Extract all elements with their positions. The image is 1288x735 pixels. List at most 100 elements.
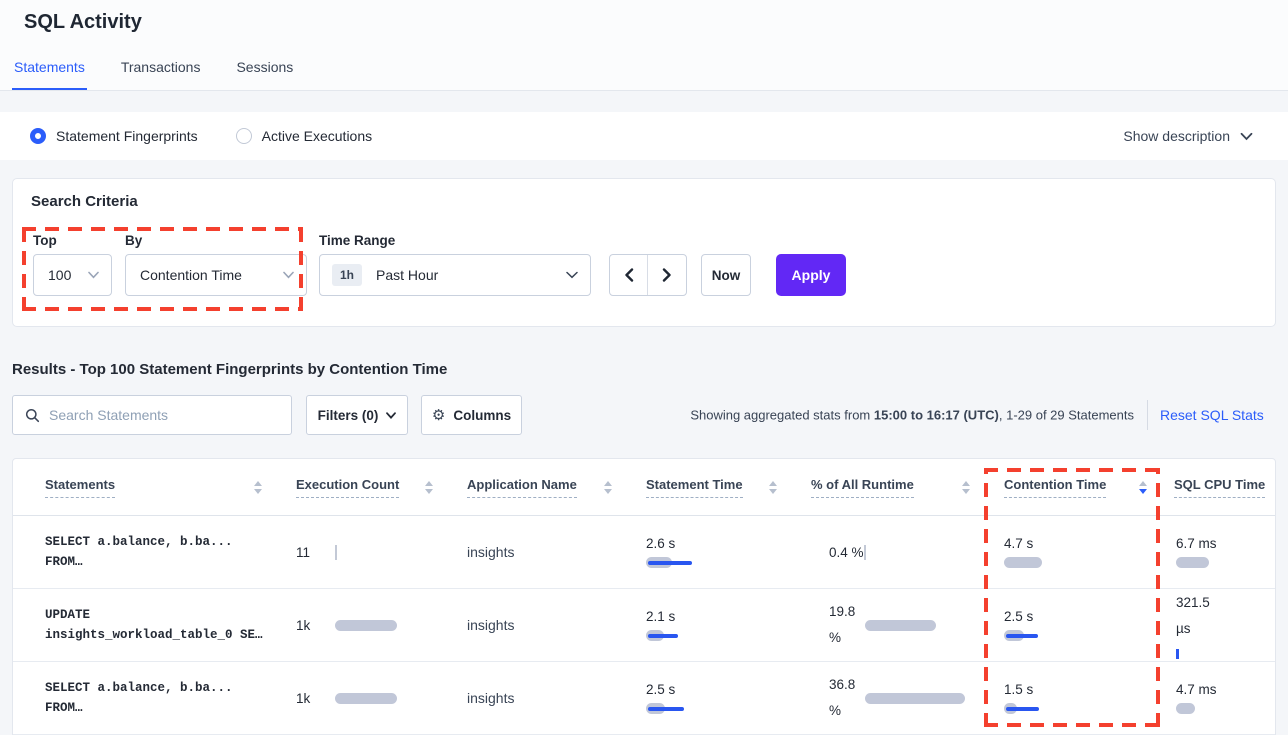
- statement-time-bar: [646, 557, 692, 569]
- sort-icon: [604, 480, 612, 494]
- results-heading: Results - Top 100 Statement Fingerprints…: [12, 361, 448, 378]
- view-toggle-bar: Statement Fingerprints Active Executions…: [0, 112, 1288, 160]
- execution-count-bar: [335, 692, 397, 704]
- radio-label: Statement Fingerprints: [56, 128, 198, 144]
- application-name-cell: insights: [467, 617, 515, 633]
- contention-time-bar: [1004, 557, 1042, 569]
- by-select-value: Contention Time: [140, 267, 242, 283]
- pct-runtime-bar: [863, 544, 866, 560]
- chevron-down-icon: [1240, 132, 1253, 141]
- sql-cpu-time-bar: [1176, 557, 1209, 569]
- time-range-badge: 1h: [332, 264, 363, 286]
- show-description-label: Show description: [1123, 128, 1230, 144]
- execution-count-cell: 11: [276, 516, 447, 588]
- column-header-contention-time[interactable]: Contention Time: [984, 459, 1161, 515]
- contention-time-bar: [1004, 703, 1039, 715]
- radio-active-executions[interactable]: Active Executions: [235, 128, 373, 144]
- columns-label: Columns: [453, 407, 512, 423]
- column-header-execution-count[interactable]: Execution Count: [276, 459, 447, 515]
- sort-icon: [254, 480, 262, 494]
- pct-runtime-cell: 36.8 %: [791, 662, 984, 734]
- columns-button[interactable]: ⚙ Columns: [421, 395, 522, 435]
- time-range-label: Time Range: [319, 233, 396, 248]
- radio-label: Active Executions: [261, 128, 373, 144]
- statement-link[interactable]: UPDATE insights_workload_table_0 SE…: [45, 608, 263, 642]
- filters-button[interactable]: Filters (0): [306, 395, 408, 435]
- now-button[interactable]: Now: [701, 254, 751, 296]
- sort-icon: [1139, 480, 1147, 494]
- sql-cpu-time-cell: 4.7 ms: [1161, 662, 1275, 734]
- contention-time-bar: [1004, 630, 1038, 642]
- by-select[interactable]: Contention Time: [125, 254, 307, 296]
- stats-time-range: 15:00 to 16:17 (UTC): [873, 407, 999, 423]
- time-range-value: Past Hour: [376, 267, 439, 283]
- time-nav-group: [609, 254, 687, 296]
- radio-selected-icon: [30, 128, 46, 144]
- time-range-select[interactable]: 1h Past Hour: [319, 254, 591, 296]
- column-header-pct-runtime[interactable]: % of All Runtime: [791, 459, 984, 515]
- top-label: Top: [33, 233, 57, 248]
- search-criteria-heading: Search Criteria: [31, 193, 138, 210]
- radio-unselected-icon: [235, 128, 252, 144]
- tab-sessions[interactable]: Sessions: [236, 59, 294, 75]
- time-prev-button[interactable]: [610, 255, 648, 295]
- contention-time-cell: 1.5 s: [984, 662, 1161, 734]
- toolbar-divider: [1147, 400, 1148, 430]
- column-header-statement-time[interactable]: Statement Time: [626, 459, 791, 515]
- column-header-sql-cpu-time[interactable]: SQL CPU Time: [1161, 459, 1275, 515]
- search-icon: [25, 408, 40, 423]
- sql-cpu-time-bar: [1176, 648, 1179, 660]
- search-statements-input[interactable]: [49, 407, 269, 423]
- sort-icon: [769, 480, 777, 494]
- column-header-application-name[interactable]: Application Name: [447, 459, 626, 515]
- execution-count-bar: [335, 619, 397, 631]
- execution-count-cell: 1k: [276, 662, 447, 734]
- column-header-statements[interactable]: Statements: [13, 459, 276, 515]
- sql-cpu-time-cell: 6.7 ms: [1161, 516, 1275, 588]
- tab-statements[interactable]: Statements: [12, 59, 87, 90]
- pct-runtime-cell: 0.4 %: [829, 544, 866, 560]
- pct-runtime-bar: [865, 619, 936, 631]
- statement-time-cell: 2.5 s: [626, 662, 791, 734]
- gear-icon: ⚙: [431, 407, 446, 424]
- page-title: SQL Activity: [24, 11, 142, 33]
- application-name-cell: insights: [467, 690, 515, 706]
- statement-link[interactable]: SELECT a.balance, b.ba... FROM…: [45, 681, 233, 715]
- sort-icon: [962, 480, 970, 494]
- chevron-down-icon: [88, 271, 99, 279]
- table-header-row: Statements Execution Count Application N…: [13, 459, 1275, 516]
- top-select[interactable]: 100: [33, 254, 112, 296]
- time-next-button[interactable]: [648, 255, 686, 295]
- statements-table: Statements Execution Count Application N…: [12, 458, 1276, 735]
- sql-cpu-time-cell: 321.5 µs: [1161, 589, 1275, 661]
- statement-time-cell: 2.1 s: [626, 589, 791, 661]
- chevron-down-icon: [386, 411, 397, 419]
- table-row: SELECT a.balance, b.ba... FROM… 11 insigh…: [13, 516, 1275, 589]
- contention-time-cell: 2.5 s: [984, 589, 1161, 661]
- tab-bar: Statements Transactions Sessions: [12, 59, 295, 90]
- chevron-down-icon: [566, 271, 578, 279]
- application-name-cell: insights: [467, 544, 515, 560]
- pct-runtime-bar: [865, 692, 965, 704]
- results-toolbar: Filters (0) ⚙ Columns Showing aggregated…: [0, 395, 1288, 435]
- table-row: SELECT a.balance, b.ba... FROM… 1k insigh…: [13, 662, 1275, 735]
- apply-button[interactable]: Apply: [776, 254, 846, 296]
- contention-time-cell: 4.7 s: [984, 516, 1161, 588]
- sql-cpu-time-bar: [1176, 703, 1195, 715]
- search-statements-box: [12, 395, 292, 435]
- chevron-down-icon: [283, 271, 294, 279]
- statement-time-cell: 2.6 s: [626, 516, 791, 588]
- aggregated-stats-text: Showing aggregated stats from 15:00 to 1…: [690, 407, 1134, 423]
- reset-sql-stats-link[interactable]: Reset SQL Stats: [1160, 407, 1264, 423]
- top-select-value: 100: [48, 267, 72, 283]
- radio-statement-fingerprints[interactable]: Statement Fingerprints: [30, 128, 198, 144]
- filters-label: Filters (0): [317, 407, 379, 423]
- page-header: SQL Activity Statements Transactions Ses…: [0, 0, 1288, 91]
- statement-link[interactable]: SELECT a.balance, b.ba... FROM…: [45, 535, 233, 569]
- pct-runtime-cell: 19.8 %: [791, 589, 984, 661]
- execution-count-bar: [335, 544, 337, 560]
- by-label: By: [125, 233, 143, 248]
- show-description-toggle[interactable]: Show description: [1123, 128, 1253, 144]
- search-criteria-panel: Search Criteria Top 100 By Contention Ti…: [12, 178, 1276, 327]
- tab-transactions[interactable]: Transactions: [120, 59, 201, 75]
